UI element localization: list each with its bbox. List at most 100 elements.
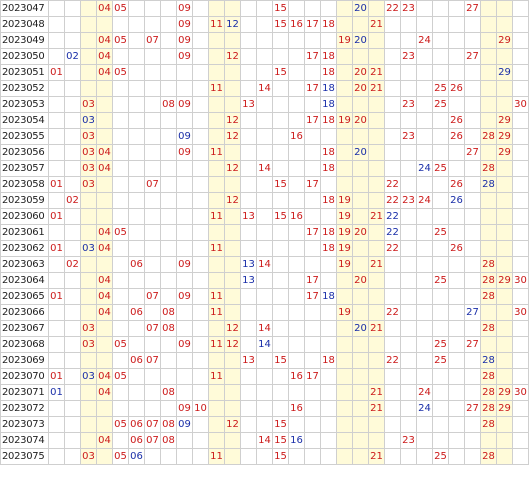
empty-cell <box>160 352 177 369</box>
empty-cell <box>464 432 481 449</box>
empty-cell <box>320 208 337 225</box>
empty-cell <box>144 240 161 257</box>
empty-cell <box>288 320 305 337</box>
empty-cell <box>256 16 273 33</box>
empty-cell <box>400 256 417 273</box>
empty-cell <box>448 208 465 225</box>
empty-cell <box>448 96 465 113</box>
empty-cell <box>352 48 369 65</box>
empty-cell <box>256 128 273 145</box>
empty-cell <box>304 256 321 273</box>
empty-cell <box>272 272 289 289</box>
empty-cell <box>400 32 417 49</box>
draw-row: 2023065 01 04 07 09 11 17 18 28 <box>0 288 529 305</box>
empty-cell <box>272 368 289 385</box>
empty-cell <box>512 224 529 241</box>
ball-number: 16 <box>288 16 305 33</box>
empty-cell <box>240 400 257 417</box>
ball-number: 06 <box>128 256 145 273</box>
ball-number: 15 <box>272 432 289 449</box>
ball-number: 20 <box>352 64 369 81</box>
empty-cell <box>96 448 113 465</box>
draw-table: 2023047 04 05 09 15 20 22 23 27 2023048 09 11 12 15 16… <box>0 0 529 465</box>
empty-cell <box>96 416 113 433</box>
empty-cell <box>464 240 481 257</box>
empty-cell <box>176 176 193 193</box>
empty-cell <box>400 400 417 417</box>
ball-number: 14 <box>256 256 273 273</box>
empty-cell <box>416 304 433 321</box>
draw-row: 2023061 04 05 17 18 19 20 22 25 <box>0 224 529 241</box>
empty-cell <box>80 272 97 289</box>
empty-cell <box>192 192 209 209</box>
ball-number: 19 <box>336 112 353 129</box>
empty-cell <box>320 432 337 449</box>
ball-number: 03 <box>80 96 97 113</box>
empty-cell <box>192 160 209 177</box>
empty-cell <box>240 192 257 209</box>
empty-cell <box>224 272 241 289</box>
empty-cell <box>80 16 97 33</box>
empty-cell <box>192 16 209 33</box>
empty-cell <box>416 368 433 385</box>
empty-cell <box>400 368 417 385</box>
issue-number: 2023061 <box>0 224 49 241</box>
empty-cell <box>160 144 177 161</box>
draw-row: 2023050 02 04 09 12 17 18 23 27 <box>0 48 529 65</box>
empty-cell <box>320 400 337 417</box>
empty-cell <box>144 144 161 161</box>
ball-number: 24 <box>416 32 433 49</box>
empty-cell <box>448 336 465 353</box>
empty-cell <box>64 368 81 385</box>
empty-cell <box>400 224 417 241</box>
empty-cell <box>416 240 433 257</box>
empty-cell <box>112 128 129 145</box>
empty-cell <box>352 256 369 273</box>
issue-number: 2023060 <box>0 208 49 225</box>
ball-number: 19 <box>336 224 353 241</box>
empty-cell <box>160 240 177 257</box>
empty-cell <box>432 112 449 129</box>
ball-number: 21 <box>368 400 385 417</box>
empty-cell <box>400 64 417 81</box>
empty-cell <box>400 352 417 369</box>
empty-cell <box>512 320 529 337</box>
empty-cell <box>160 256 177 273</box>
ball-number: 22 <box>384 208 401 225</box>
empty-cell <box>128 128 145 145</box>
empty-cell <box>144 192 161 209</box>
ball-number: 25 <box>432 272 449 289</box>
ball-number: 21 <box>368 208 385 225</box>
empty-cell <box>80 0 97 17</box>
empty-cell <box>272 400 289 417</box>
empty-cell <box>240 144 257 161</box>
ball-number: 08 <box>160 320 177 337</box>
empty-cell <box>416 96 433 113</box>
ball-number: 20 <box>352 224 369 241</box>
empty-cell <box>128 48 145 65</box>
draw-row: 2023067 03 07 08 12 14 20 21 28 <box>0 320 529 337</box>
ball-number: 30 <box>512 304 529 321</box>
ball-number: 18 <box>320 80 337 97</box>
empty-cell <box>112 400 129 417</box>
empty-cell <box>336 160 353 177</box>
empty-cell <box>160 0 177 17</box>
empty-cell <box>416 80 433 97</box>
empty-cell <box>192 368 209 385</box>
empty-cell <box>272 80 289 97</box>
empty-cell <box>512 256 529 273</box>
empty-cell <box>192 336 209 353</box>
empty-cell <box>176 112 193 129</box>
ball-number: 23 <box>400 0 417 17</box>
empty-cell <box>240 160 257 177</box>
empty-cell <box>336 320 353 337</box>
empty-cell <box>160 288 177 305</box>
empty-cell <box>400 304 417 321</box>
empty-cell <box>368 48 385 65</box>
empty-cell <box>416 208 433 225</box>
empty-cell <box>192 224 209 241</box>
draw-row: 2023057 03 04 12 14 18 24 25 28 <box>0 160 529 177</box>
ball-number: 17 <box>304 16 321 33</box>
empty-cell <box>288 176 305 193</box>
empty-cell <box>432 416 449 433</box>
